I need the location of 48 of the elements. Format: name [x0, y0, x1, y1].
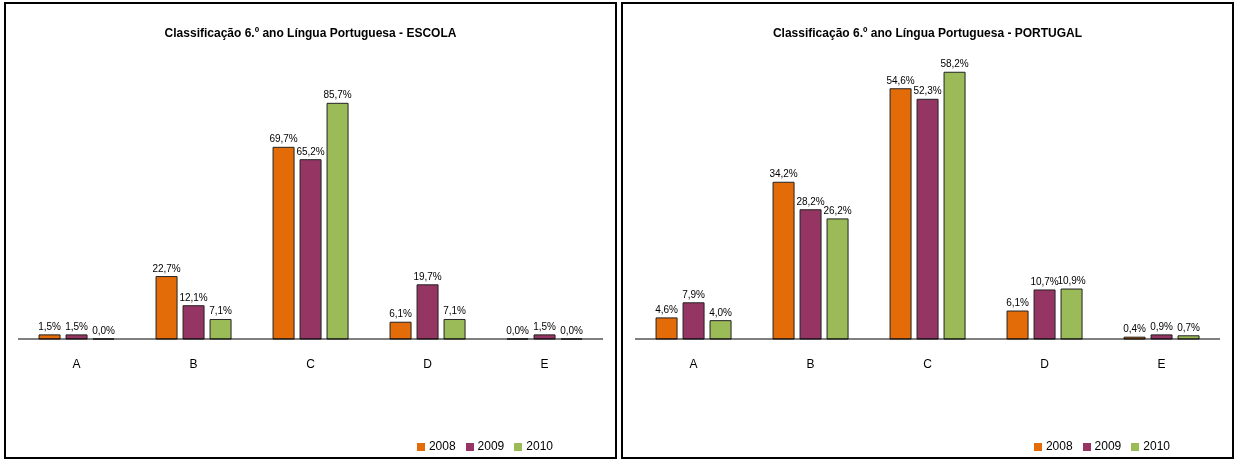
x-tick-label: A [689, 356, 698, 371]
legend-label: 2010 [1143, 439, 1170, 453]
data-label: 28,2% [796, 195, 825, 207]
chart-title: Classificação 6.º ano Língua Portuguesa - PORTUGAL [771, 26, 1084, 40]
legend-label: 2009 [1094, 439, 1122, 453]
data-label: 4,0% [709, 306, 733, 318]
data-label: 58,2% [940, 58, 969, 70]
data-label: 7,1% [443, 305, 467, 317]
data-label: 0,0% [560, 324, 584, 336]
data-label: 52,3% [913, 85, 942, 97]
data-label: 6,1% [1006, 297, 1030, 309]
data-label: 1,5% [65, 320, 89, 332]
legend-label: 2010 [526, 439, 553, 453]
data-label: 26,2% [823, 204, 852, 216]
data-label: 0,7% [1177, 321, 1201, 333]
legend-label: 2008 [428, 439, 456, 453]
x-tick-label: C [923, 356, 933, 371]
x-tick-label: B [806, 356, 815, 371]
chart-title: Classificação 6.º ano Língua Portuguesa - ESCOLA [163, 26, 458, 40]
data-label: 34,2% [769, 168, 798, 180]
data-label: 54,6% [886, 74, 915, 86]
data-label: 69,7% [269, 133, 298, 145]
data-label: 12,1% [179, 291, 208, 303]
data-label: 0,9% [1150, 320, 1174, 332]
data-label: 1,5% [533, 320, 557, 332]
data-label: 7,9% [682, 288, 706, 300]
data-label: 65,2% [296, 145, 325, 157]
data-label: 0,4% [1123, 323, 1147, 335]
x-tick-label: B [189, 356, 198, 371]
x-tick-label: D [1040, 356, 1050, 371]
x-tick-label: A [72, 356, 81, 371]
data-label: 7,1% [209, 305, 233, 317]
data-label: 19,7% [413, 270, 442, 282]
data-label: 85,7% [323, 89, 352, 101]
legend-label: 2009 [477, 439, 505, 453]
data-label: 10,9% [1057, 275, 1086, 287]
data-label: 4,6% [655, 303, 679, 315]
data-label: 1,5% [38, 320, 62, 332]
data-label: 22,7% [152, 262, 181, 274]
data-label: 6,1% [389, 308, 413, 320]
x-tick-label: C [306, 356, 316, 371]
data-label: 0,0% [92, 324, 116, 336]
data-label: 10,7% [1030, 275, 1059, 287]
legend-label: 2008 [1045, 439, 1073, 453]
x-tick-label: E [540, 356, 549, 371]
data-label: 0,0% [506, 324, 530, 336]
x-tick-label: E [1157, 356, 1166, 371]
x-tick-label: D [423, 356, 433, 371]
